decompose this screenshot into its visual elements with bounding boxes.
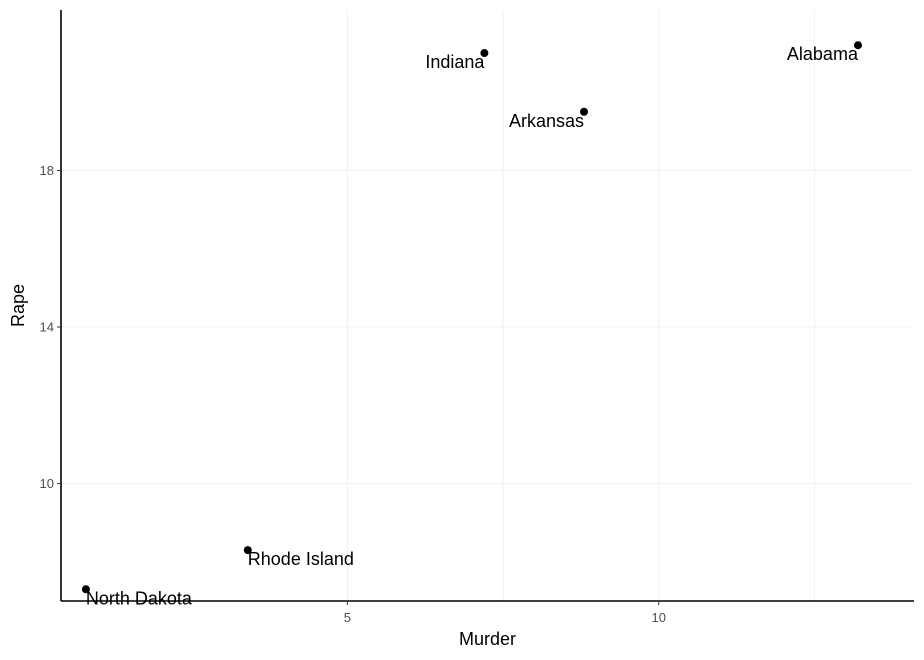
data-point	[243, 546, 252, 555]
ticks: 5 10 10 14 18	[40, 163, 666, 625]
point-label: Arkansas	[509, 111, 584, 131]
y-axis-title: Rape	[8, 284, 28, 327]
y-tick-label: 14	[40, 320, 54, 335]
data-point	[480, 49, 489, 58]
point-label: Rhode Island	[248, 549, 354, 569]
axes	[60, 10, 914, 602]
x-tick-label: 10	[651, 610, 665, 625]
point-labels: Alabama Indiana Arkansas Rhode Island North …	[86, 44, 859, 608]
data-points	[81, 41, 862, 594]
data-point	[580, 107, 589, 116]
point-label: North Dakota	[86, 588, 193, 608]
x-axis-title: Murder	[459, 629, 516, 649]
y-tick-label: 18	[40, 163, 54, 178]
data-point	[853, 41, 862, 50]
y-tick-label: 10	[40, 476, 54, 491]
point-label: Indiana	[425, 52, 485, 72]
grid	[61, 10, 914, 601]
data-point	[81, 585, 90, 594]
point-label: Alabama	[787, 44, 859, 64]
x-tick-label: 5	[344, 610, 351, 625]
